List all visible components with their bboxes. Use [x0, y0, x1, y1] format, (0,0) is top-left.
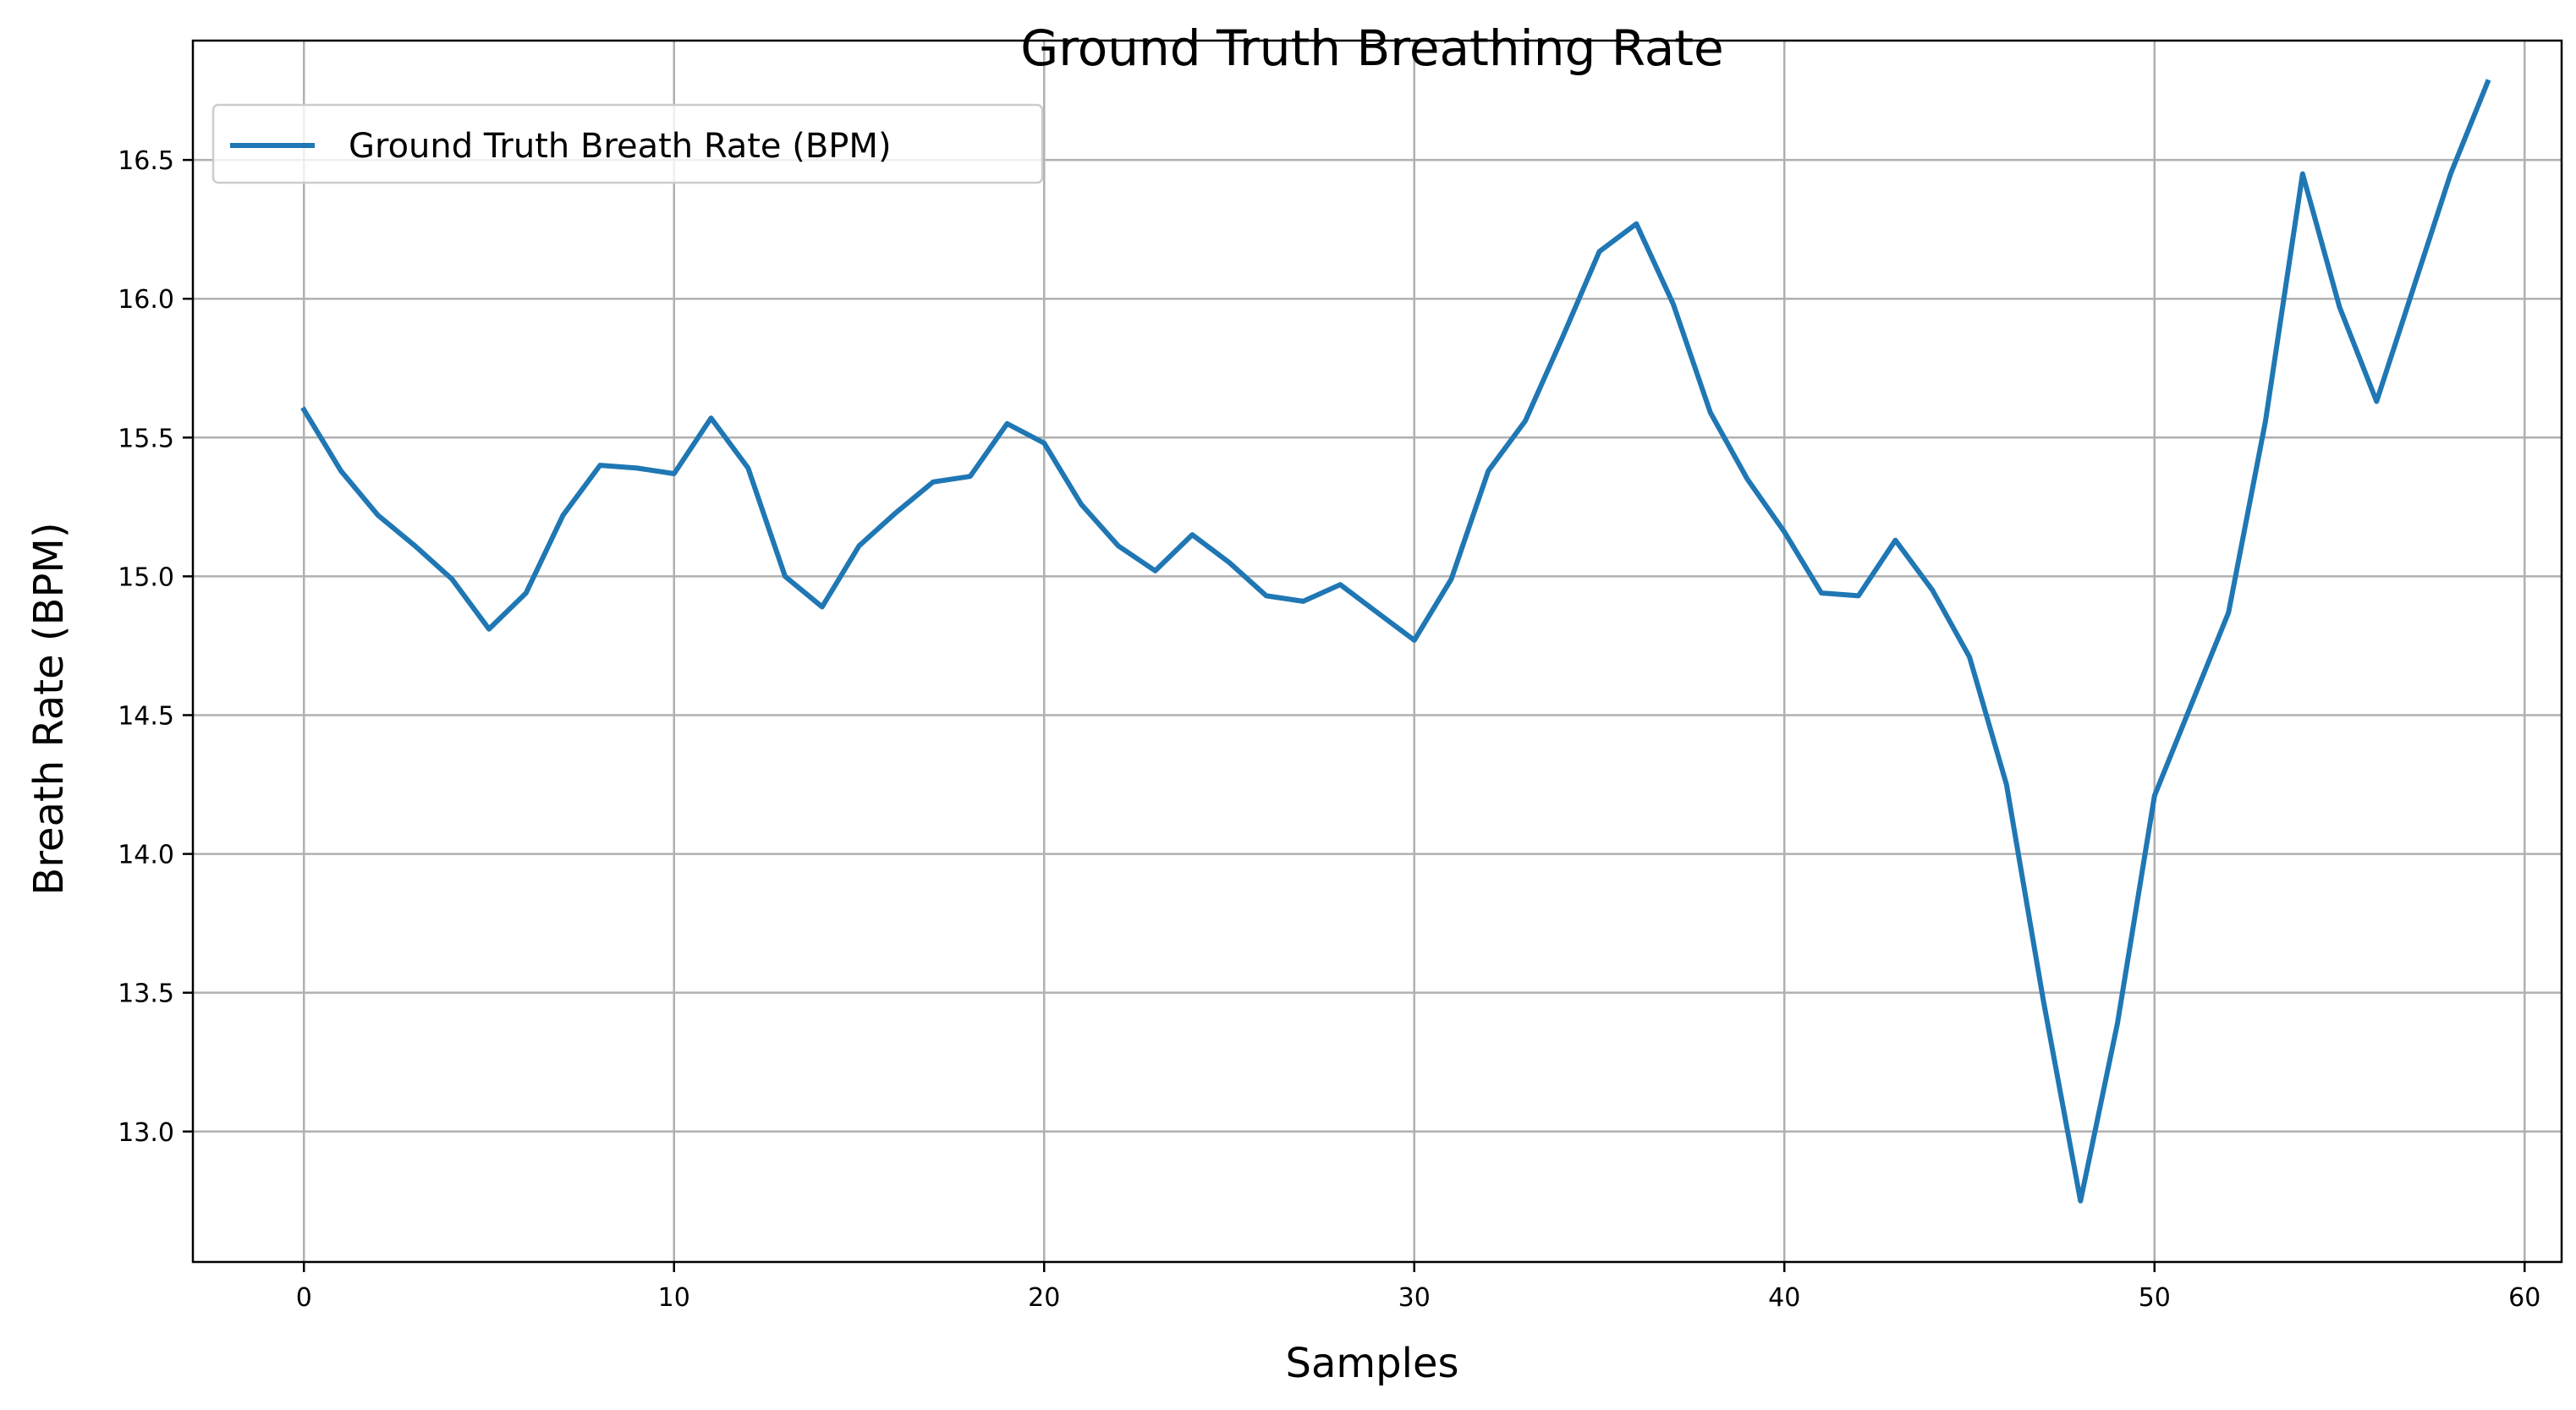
x-tick-label: 10	[658, 1283, 690, 1313]
y-tick-label: 15.0	[118, 562, 174, 592]
y-tick-label: 13.5	[118, 979, 174, 1009]
x-tick-label: 60	[2508, 1283, 2540, 1313]
series-line	[300, 79, 2491, 1204]
chart-title: Ground Truth Breathing Rate	[1020, 19, 1723, 77]
y-tick-label: 13.0	[118, 1118, 174, 1148]
x-axis-title: Samples	[1286, 1340, 1459, 1387]
y-tick-label: 14.0	[118, 841, 174, 870]
x-tick-label: 40	[1768, 1283, 1800, 1313]
x-tick-label: 0	[296, 1283, 312, 1313]
ticks: 0 10 20 30 40 50 60 13.0 13.5 14.0 14.5 15.0 15.5 16.…	[118, 146, 2540, 1313]
x-tick-label: 50	[2139, 1283, 2171, 1313]
x-tick-label: 20	[1028, 1283, 1060, 1313]
y-tick-label: 14.5	[118, 701, 174, 731]
plot-frame	[191, 39, 2563, 1264]
y-tick-label: 16.5	[118, 146, 174, 176]
y-axis-title: Breath Rate (BPM)	[25, 522, 73, 895]
y-tick-label: 16.0	[118, 285, 174, 315]
y-tick-label: 15.5	[118, 424, 174, 453]
grid	[193, 41, 2562, 1262]
data-layer	[300, 79, 2491, 1204]
legend-box	[211, 103, 1044, 184]
x-tick-label: 30	[1398, 1283, 1431, 1313]
legend-label: Ground Truth Breath Rate (BPM)	[349, 127, 892, 166]
legend: Ground Truth Breath Rate (BPM)	[211, 103, 1044, 184]
